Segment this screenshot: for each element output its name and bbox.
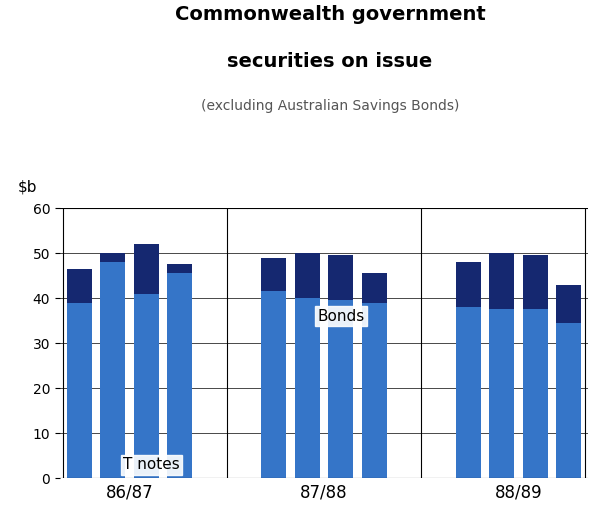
- Text: $b: $b: [18, 180, 37, 195]
- Text: (excluding Australian Savings Bonds): (excluding Australian Savings Bonds): [201, 99, 459, 113]
- Bar: [455, 307, 481, 478]
- Bar: [523, 309, 548, 478]
- Bar: [455, 262, 481, 307]
- Text: Bonds: Bonds: [317, 309, 364, 323]
- Bar: [100, 253, 125, 262]
- Bar: [489, 253, 514, 309]
- Bar: [67, 303, 92, 478]
- Bar: [362, 303, 387, 478]
- Text: Commonwealth government: Commonwealth government: [175, 5, 485, 24]
- Bar: [261, 291, 286, 478]
- Text: T notes: T notes: [123, 458, 179, 472]
- Text: securities on issue: securities on issue: [227, 52, 433, 71]
- Bar: [167, 264, 193, 274]
- Bar: [489, 309, 514, 478]
- Bar: [523, 255, 548, 309]
- Bar: [134, 244, 159, 294]
- Bar: [134, 294, 159, 478]
- Bar: [328, 301, 353, 478]
- Bar: [556, 284, 581, 323]
- Bar: [295, 253, 320, 298]
- Bar: [167, 274, 193, 478]
- Bar: [328, 255, 353, 301]
- Bar: [261, 257, 286, 291]
- Bar: [67, 269, 92, 303]
- Bar: [556, 323, 581, 478]
- Bar: [362, 274, 387, 303]
- Bar: [295, 298, 320, 478]
- Bar: [100, 262, 125, 478]
